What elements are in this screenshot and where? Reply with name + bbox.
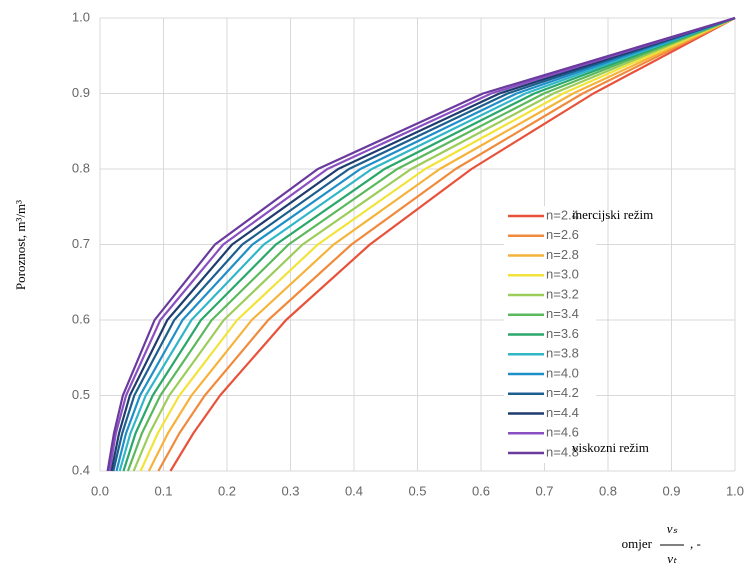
series-line: [110, 16, 736, 472]
annotation: inercijski režim: [572, 207, 653, 222]
x-tick-label: 0.8: [599, 483, 617, 498]
series-line: [115, 16, 736, 472]
x-tick-label: 0.1: [154, 483, 172, 498]
y-tick-label: 0.7: [72, 236, 90, 251]
x-tick-label: 0.0: [91, 483, 109, 498]
series-line: [169, 17, 736, 472]
series-line: [108, 16, 736, 472]
series-line: [139, 16, 736, 472]
legend-label: n=4.2: [546, 385, 579, 400]
x-tick-label: 0.2: [218, 483, 236, 498]
x-label-numerator: vₛ: [667, 521, 678, 536]
legend-label: n=3.6: [546, 326, 579, 341]
x-axis-label: omjer: [622, 536, 653, 551]
legend-label: n=4.6: [546, 425, 579, 440]
y-tick-label: 0.9: [72, 85, 90, 100]
y-tick-label: 0.5: [72, 387, 90, 402]
x-tick-label: 0.7: [535, 483, 553, 498]
legend-label: n=3.8: [546, 346, 579, 361]
y-tick-label: 0.6: [72, 311, 90, 326]
x-tick-label: 0.6: [472, 483, 490, 498]
series-line: [122, 16, 736, 472]
x-tick-label: 0.4: [345, 483, 363, 498]
legend-label: n=4.0: [546, 365, 579, 380]
y-tick-label: 1.0: [72, 9, 90, 24]
series-line: [106, 16, 736, 472]
series-line: [147, 17, 736, 472]
legend-label: n=2.4: [546, 207, 579, 222]
series-line: [112, 16, 736, 472]
legend-label: n=2.8: [546, 247, 579, 262]
legend-label: n=3.4: [546, 306, 579, 321]
legend-label: n=3.0: [546, 267, 579, 282]
legend-label: n=4.4: [546, 405, 579, 420]
series-line: [126, 16, 736, 472]
y-tick-label: 0.4: [72, 462, 90, 477]
legend-label: n=2.6: [546, 227, 579, 242]
x-label-suffix: , -: [690, 536, 701, 551]
annotation: viskozni režim: [572, 440, 649, 455]
legend-label: n=3.2: [546, 286, 579, 301]
y-axis-label: Poroznost, m³/m³: [13, 200, 28, 290]
series-line: [118, 16, 736, 472]
x-tick-label: 1.0: [726, 483, 744, 498]
x-tick-label: 0.3: [281, 483, 299, 498]
x-tick-label: 0.5: [408, 483, 426, 498]
y-tick-label: 0.8: [72, 160, 90, 175]
x-tick-label: 0.9: [662, 483, 680, 498]
legend-label: n=4.8: [546, 444, 579, 459]
x-label-denominator: vₜ: [667, 551, 678, 566]
series-line: [157, 17, 736, 472]
series-line: [132, 16, 736, 472]
